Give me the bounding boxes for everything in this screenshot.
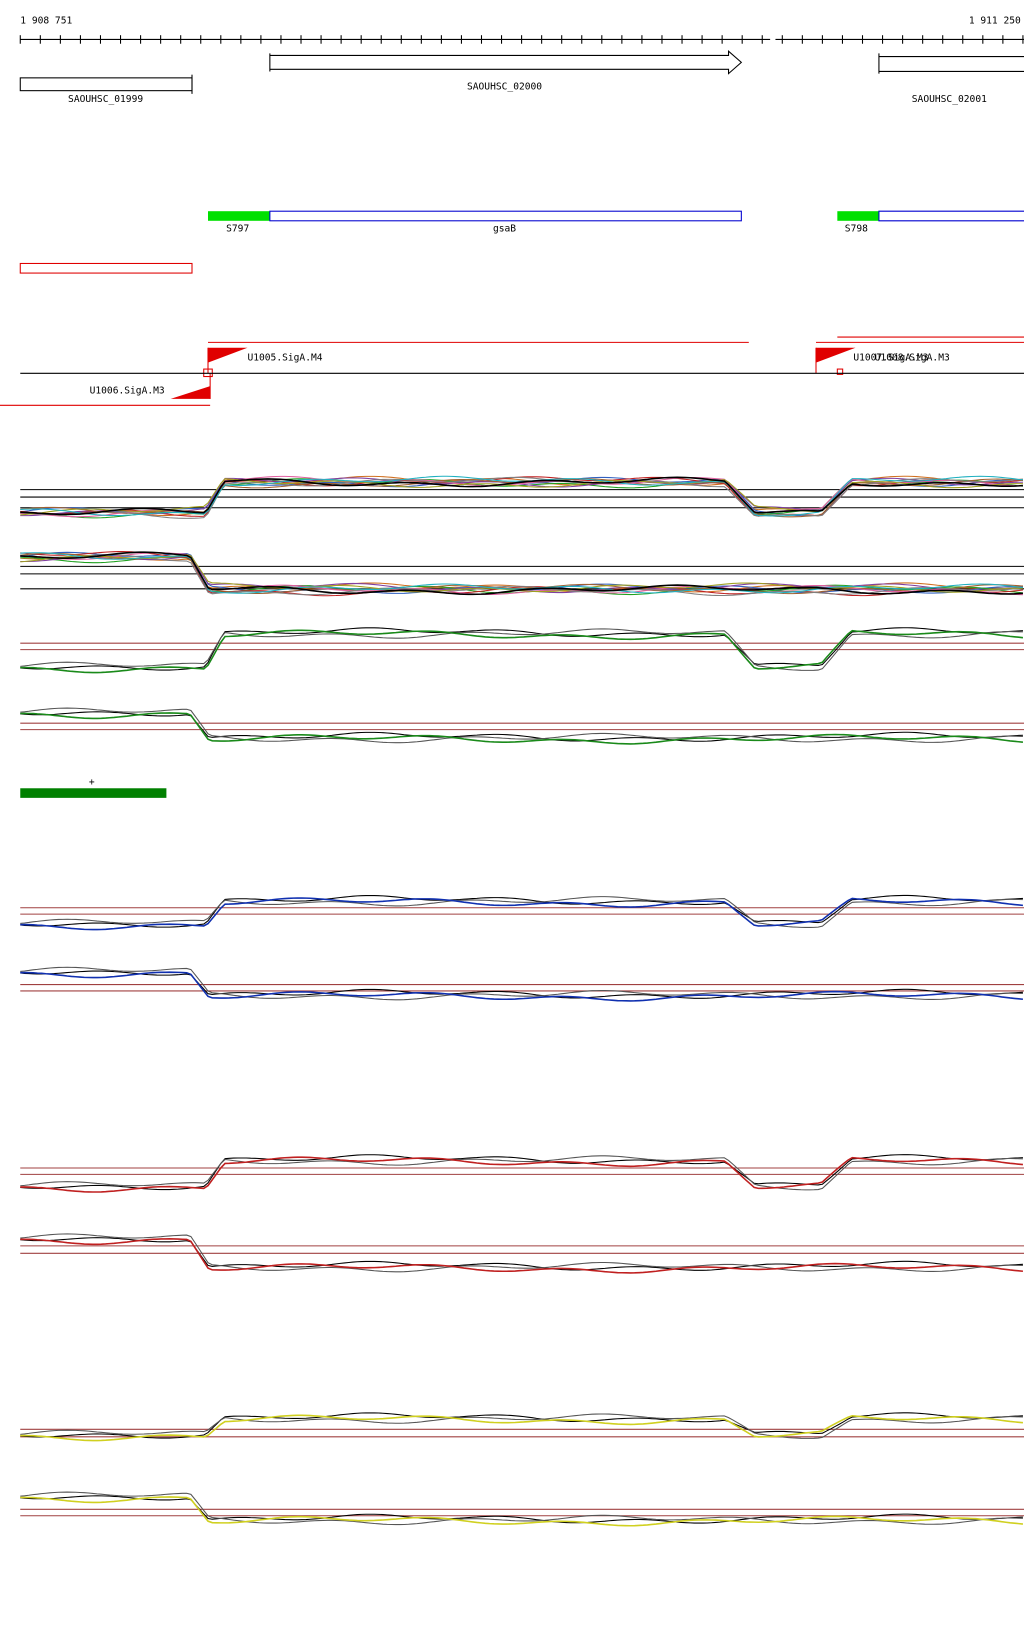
signal-line xyxy=(20,966,1023,1001)
gene-arrow xyxy=(269,50,743,75)
signal-line xyxy=(20,1155,1023,1191)
feature-utr xyxy=(837,211,879,221)
signal-line xyxy=(20,712,1024,745)
feature-box xyxy=(878,210,1024,222)
signal-line xyxy=(20,1414,1024,1442)
tracks xyxy=(20,475,1024,1527)
signal-line xyxy=(20,1238,1024,1274)
signal-line xyxy=(20,971,1024,1002)
region-box xyxy=(19,262,193,274)
track xyxy=(20,1154,1024,1193)
promoter-label: U1006.SigA.M3 xyxy=(90,385,165,396)
feature-label: gsaB xyxy=(493,223,516,234)
signal-line xyxy=(20,707,1023,744)
track xyxy=(20,551,1024,597)
signal-line xyxy=(20,551,1023,597)
signal-line xyxy=(20,475,1023,517)
track xyxy=(20,1233,1024,1274)
gene-box xyxy=(19,77,193,92)
track xyxy=(20,894,1024,931)
promoter-label: U1005.SigA.M4 xyxy=(247,352,322,363)
signal-line xyxy=(20,1233,1023,1273)
signal-line xyxy=(20,896,1023,928)
promoter-flag xyxy=(208,347,248,363)
coverage-bar xyxy=(20,788,167,798)
signal-line xyxy=(20,554,1023,597)
strand-label: + xyxy=(89,777,95,788)
track xyxy=(20,1491,1024,1527)
signal-line xyxy=(20,478,1023,516)
track xyxy=(20,475,1024,519)
ruler-start: 1 908 751 xyxy=(20,15,72,26)
signal-line xyxy=(20,629,1024,674)
signal-line xyxy=(20,1491,1023,1526)
track xyxy=(20,707,1024,745)
track xyxy=(20,1412,1024,1442)
promoter-flag xyxy=(816,347,856,363)
signal-line xyxy=(20,628,1023,671)
promoter-label: U1008.SigA.M3 xyxy=(875,352,950,363)
signal-line xyxy=(20,476,1023,516)
ruler-end: 1 911 250 xyxy=(969,15,1021,26)
promoter-flag xyxy=(170,386,211,399)
promoter-marker xyxy=(836,368,844,375)
gene-label: SAOUHSC_02001 xyxy=(912,94,987,105)
gene-box xyxy=(878,53,1024,74)
track xyxy=(20,966,1024,1002)
signal-line xyxy=(20,1496,1024,1527)
signal-line xyxy=(20,552,1023,594)
gene-label: SAOUHSC_01999 xyxy=(68,94,143,105)
promoter-lines xyxy=(0,336,1024,406)
feature-label: S798 xyxy=(845,223,868,234)
gene-label: SAOUHSC_02000 xyxy=(467,81,542,92)
promoter-label: U1007.SigA.M3 xyxy=(853,352,928,363)
signal-line xyxy=(20,1412,1023,1439)
feature-box xyxy=(269,210,742,222)
feature-utr xyxy=(208,211,270,221)
signal-line xyxy=(20,1237,1023,1271)
track xyxy=(20,627,1024,674)
signal-line xyxy=(20,897,1024,931)
feature-label: S797 xyxy=(226,223,249,234)
ruler xyxy=(19,35,1024,44)
signal-line xyxy=(20,1156,1024,1193)
signal-line xyxy=(20,1413,1023,1439)
signal-line xyxy=(20,551,1023,596)
